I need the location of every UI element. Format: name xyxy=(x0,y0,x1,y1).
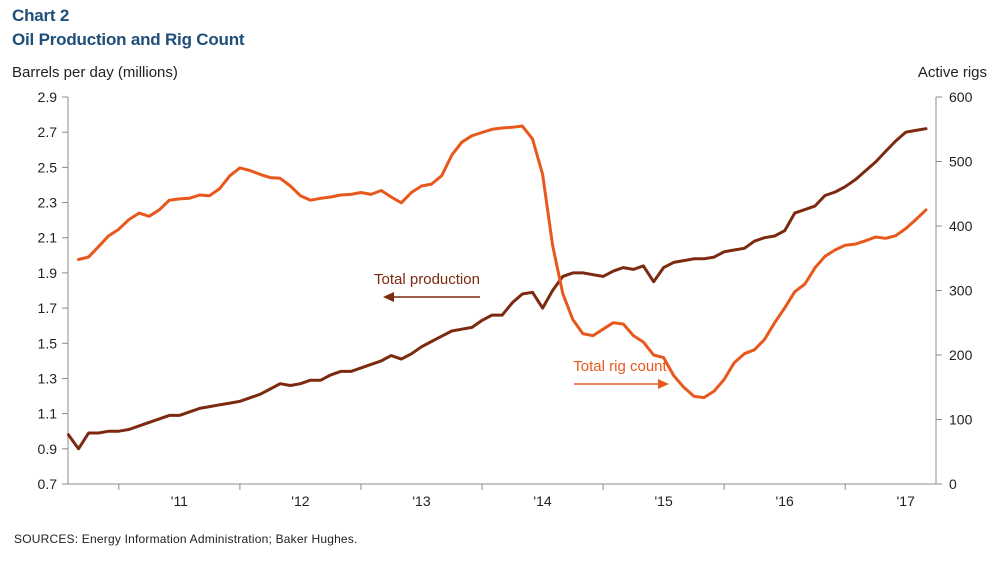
y-right-tick-label: 500 xyxy=(949,154,973,170)
source-note: SOURCES: Energy Information Administrati… xyxy=(14,532,358,546)
y-left-tick-label: 2.5 xyxy=(38,159,58,175)
x-tick-label: '14 xyxy=(533,493,551,509)
axes: 0.7 0.9 1.1 1.3 1.5 1.7 1.9 2.1 2.3 2.5 2.7 2.9 0 100… xyxy=(38,89,973,509)
y-left-tick-label: 2.3 xyxy=(38,195,58,211)
production-line xyxy=(66,127,928,451)
y-left-tick-label: 2.1 xyxy=(38,230,58,246)
x-tick-label: '11 xyxy=(171,493,188,509)
x-tick-label: '16 xyxy=(776,493,794,509)
y-right-tick-label: 200 xyxy=(949,347,973,363)
y-left-tick-label: 2.9 xyxy=(38,89,58,105)
y-left-tick-label: 0.7 xyxy=(38,476,58,492)
y-axis-left-title: Barrels per day (millions) xyxy=(12,64,178,81)
y-left-tick-label: 2.7 xyxy=(38,124,58,140)
chart-title: Chart 2 xyxy=(12,6,70,25)
rig-count-arrow-head xyxy=(658,379,669,389)
annotation-layer: Total production Total rig count xyxy=(374,271,669,389)
series-layer xyxy=(66,124,928,451)
rig-count-annotation-label: Total rig count xyxy=(573,358,667,375)
x-tick-label: '17 xyxy=(897,493,915,509)
x-tick-label: '15 xyxy=(654,493,672,509)
y-right-tick-label: 400 xyxy=(949,218,973,234)
x-tick-label: '12 xyxy=(291,493,309,509)
y-left-tick-label: 1.7 xyxy=(38,300,58,316)
y-left-tick-label: 1.9 xyxy=(38,265,58,281)
y-right-tick-label: 100 xyxy=(949,412,973,428)
y-right-tick-label: 0 xyxy=(949,476,957,492)
y-left-tick-label: 1.5 xyxy=(38,335,58,351)
y-left-tick-label: 1.1 xyxy=(38,406,58,422)
x-tick-label: '13 xyxy=(412,493,430,509)
y-left-tick-label: 1.3 xyxy=(38,370,58,386)
rig-count-line xyxy=(77,124,928,400)
y-axis-right-title: Active rigs xyxy=(917,64,987,81)
y-right-tick-label: 600 xyxy=(949,89,973,105)
production-annotation-label: Total production xyxy=(374,271,480,288)
chart-subtitle: Oil Production and Rig Count xyxy=(12,30,245,49)
y-right-tick-label: 300 xyxy=(949,283,973,299)
production-arrow-head xyxy=(383,292,394,302)
y-left-tick-label: 0.9 xyxy=(38,441,58,457)
